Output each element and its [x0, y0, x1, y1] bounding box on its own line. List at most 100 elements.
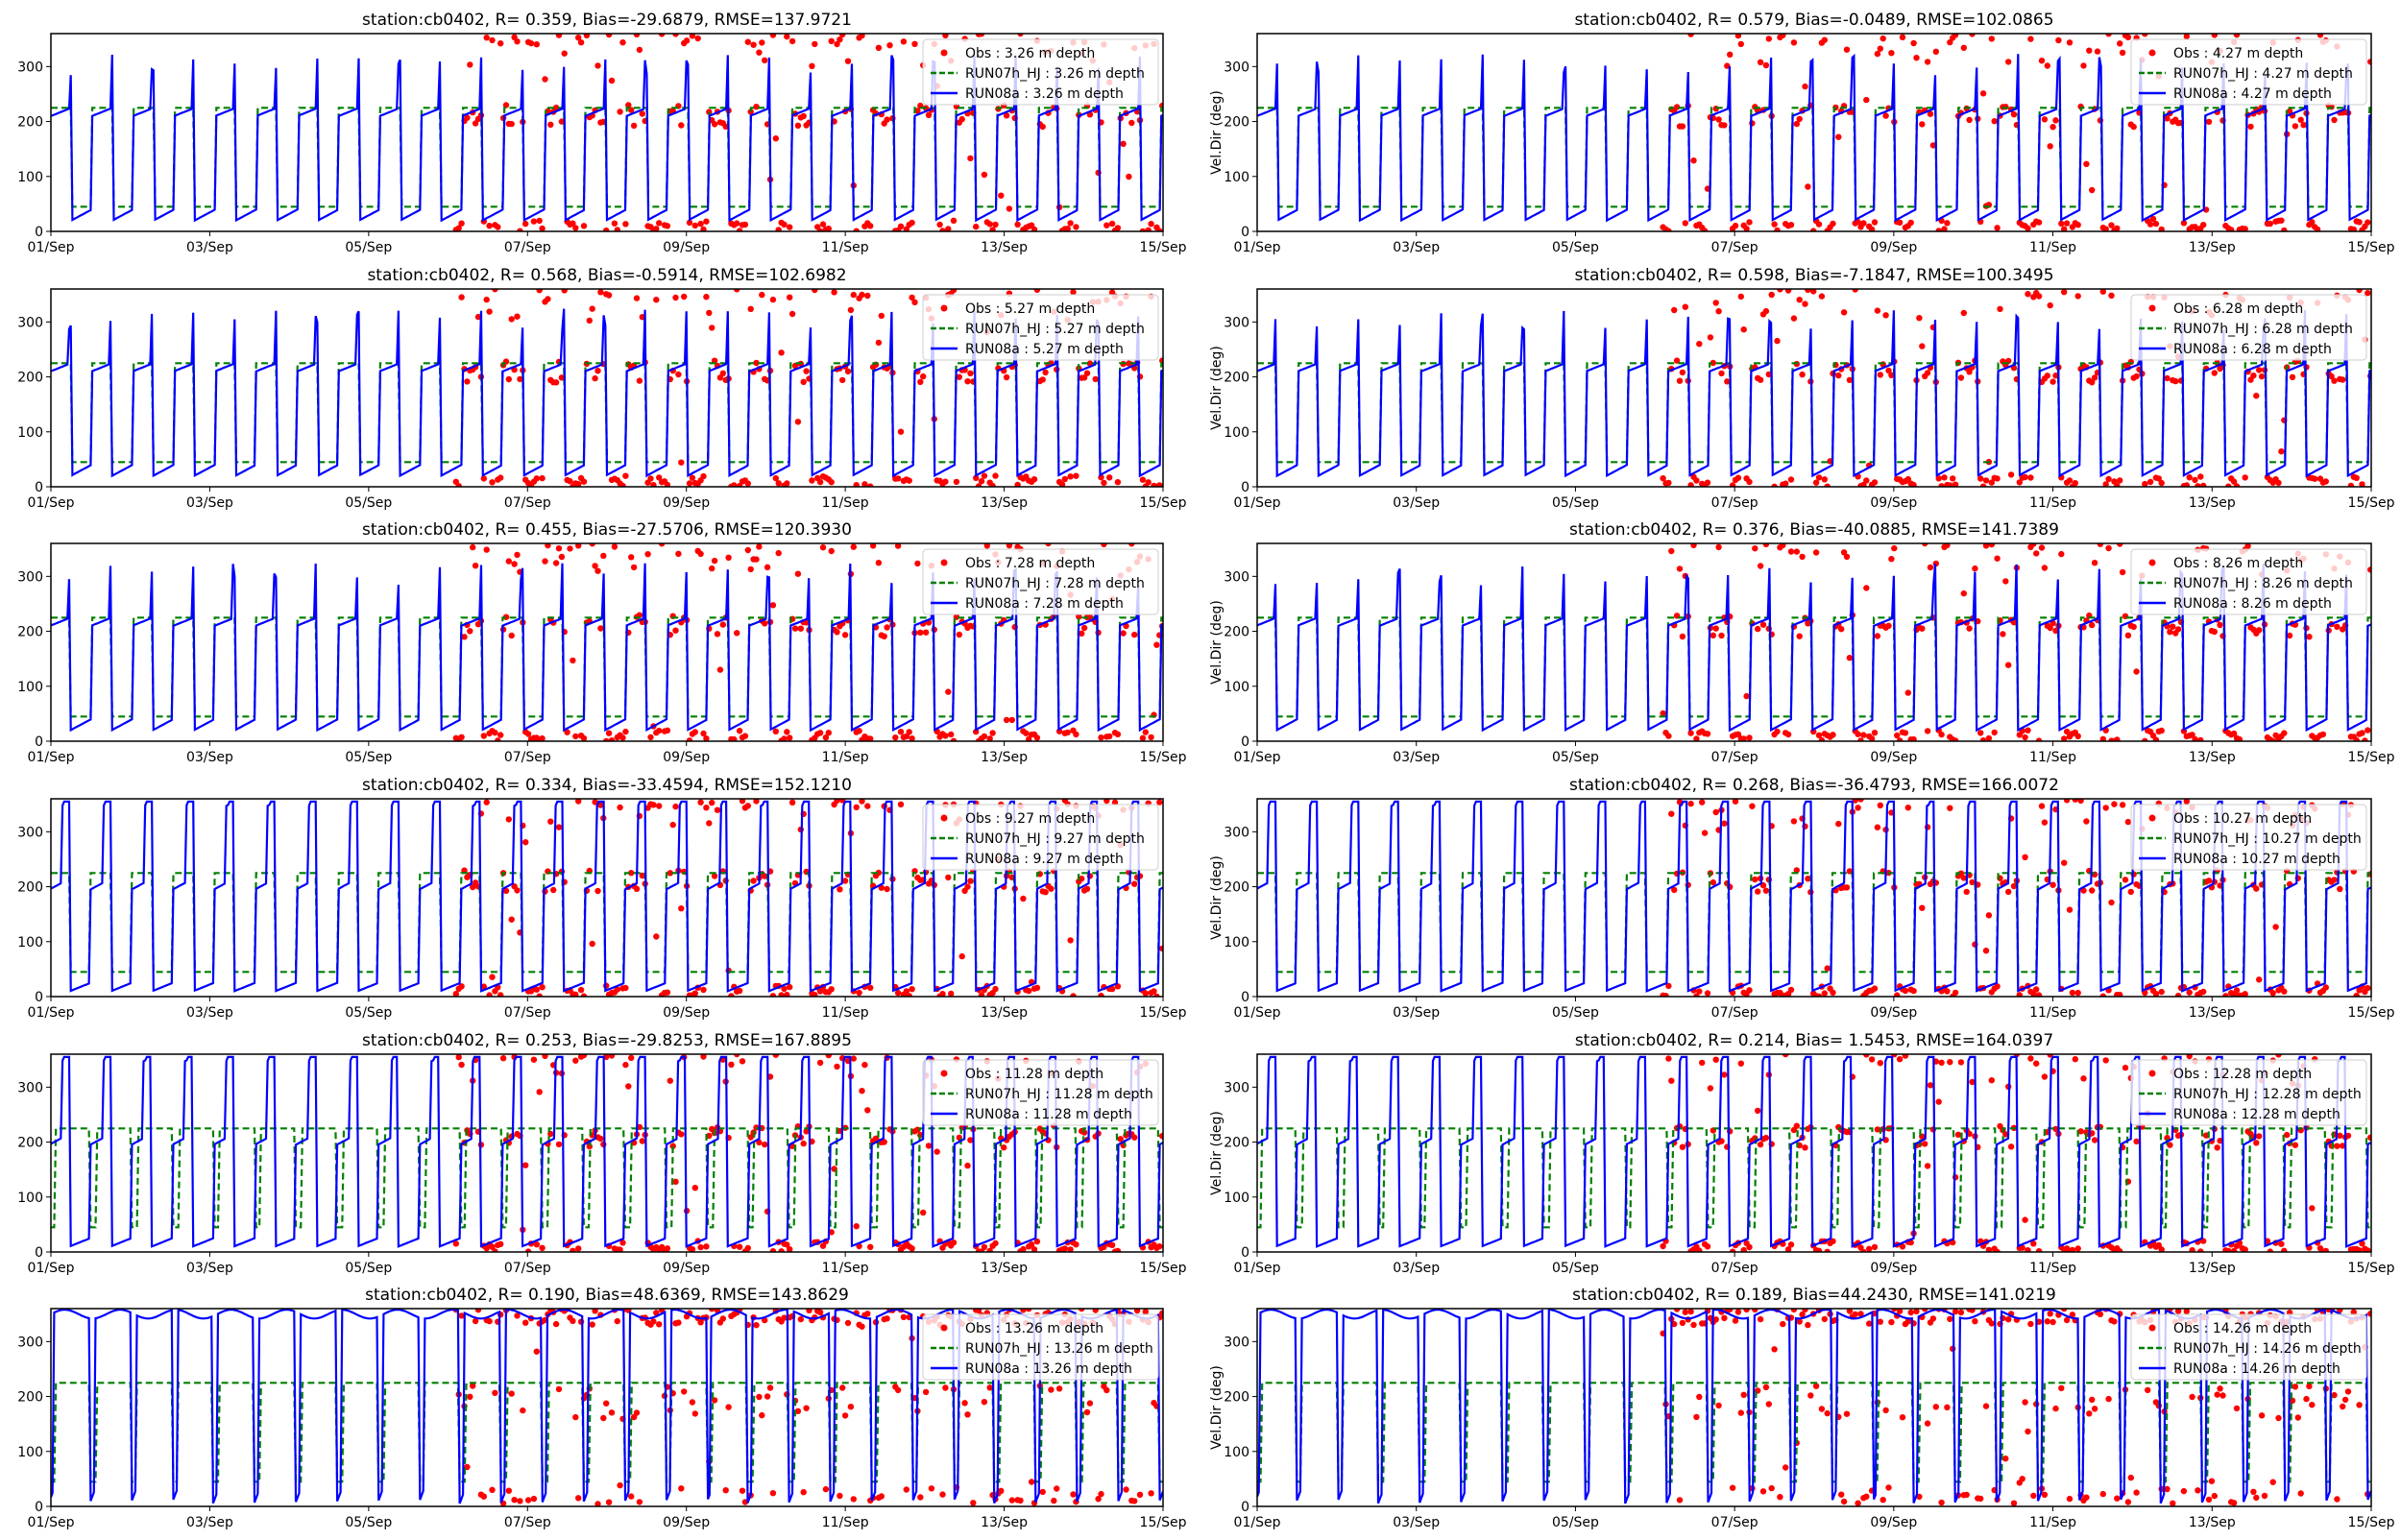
obs-point: [522, 839, 529, 846]
legend-entry: RUN07h_HJ : 8.26 m depth: [2173, 576, 2353, 591]
y-tick-label: 0: [35, 225, 43, 240]
obs-point: [492, 1248, 498, 1252]
obs-point: [1020, 1245, 1027, 1252]
obs-point: [981, 1399, 988, 1406]
obs-point: [881, 633, 887, 639]
x-tick-label: 11/Sep: [2029, 1261, 2076, 1276]
obs-point: [1944, 220, 1951, 227]
run08-line: [51, 1055, 1163, 1248]
obs-point: [608, 1054, 616, 1059]
obs-point: [2022, 1399, 2028, 1406]
obs-point: [572, 1057, 579, 1064]
subplot-title: station:cb0402, R= 0.359, Bias=-29.6879,…: [362, 11, 852, 30]
obs-point: [2091, 1137, 2098, 1143]
obs-point: [1120, 630, 1127, 637]
obs-point: [1957, 870, 1965, 877]
obs-point: [470, 1383, 476, 1389]
obs-point: [1894, 992, 1901, 997]
obs-point: [539, 1244, 546, 1252]
obs-point: [2133, 373, 2140, 380]
obs-point: [2005, 662, 2012, 668]
obs-point: [1947, 1059, 1953, 1066]
obs-point: [547, 1130, 554, 1138]
obs-point: [1891, 544, 1898, 552]
obs-point: [700, 472, 707, 480]
obs-point: [1746, 987, 1753, 994]
obs-point: [825, 1054, 832, 1059]
obs-point: [1033, 1238, 1041, 1245]
obs-point: [734, 289, 740, 293]
obs-point: [2149, 215, 2157, 223]
obs-point: [1026, 735, 1032, 741]
axes-frame: [50, 542, 1164, 742]
y-tick-label: 0: [1241, 225, 1249, 240]
obs-point: [784, 480, 790, 487]
obs-point: [1852, 799, 1858, 804]
obs-point: [1743, 226, 1750, 231]
obs-point: [580, 478, 588, 485]
obs-point: [2306, 1383, 2313, 1390]
x-tick-label: 09/Sep: [663, 240, 710, 255]
obs-point: [719, 370, 726, 376]
obs-point: [2083, 1494, 2090, 1501]
obs-point: [739, 1487, 746, 1494]
obs-point: [580, 993, 588, 997]
obs-point: [2334, 1496, 2340, 1503]
obs-point: [2077, 1128, 2084, 1135]
obs-point: [1106, 474, 1113, 481]
obs-point: [1960, 590, 1967, 597]
obs-point: [1815, 1247, 1823, 1252]
obs-point: [1805, 289, 1811, 294]
obs-point: [622, 728, 629, 735]
obs-point: [2010, 111, 2018, 118]
obs-point: [762, 1141, 768, 1148]
obs-point: [2005, 1316, 2012, 1323]
obs-point: [1838, 626, 1845, 633]
obs-point: [794, 419, 802, 425]
obs-point: [2047, 143, 2053, 150]
obs-point: [480, 983, 487, 990]
obs-point: [2275, 479, 2282, 487]
obs-point: [788, 37, 796, 45]
obs-point: [894, 989, 902, 997]
obs-point: [464, 378, 471, 385]
obs-point: [709, 325, 715, 331]
obs-point: [911, 299, 918, 305]
obs-point: [1802, 83, 1808, 90]
obs-point: [2189, 1393, 2195, 1401]
obs-point: [575, 481, 582, 487]
obs-point: [2367, 566, 2371, 573]
obs-point: [650, 1318, 657, 1325]
obs-point: [753, 799, 760, 805]
obs-point: [2030, 1492, 2037, 1500]
obs-point: [545, 543, 551, 549]
obs-point: [1153, 641, 1160, 648]
x-tick-label: 15/Sep: [2348, 1261, 2395, 1276]
x-tick-label: 05/Sep: [1552, 1261, 1599, 1276]
legend-obs-marker: [940, 1070, 948, 1077]
obs-point: [1957, 374, 1965, 381]
x-tick-label: 05/Sep: [345, 495, 392, 511]
obs-point: [1715, 543, 1722, 551]
obs-point: [2272, 924, 2279, 930]
obs-point: [856, 989, 862, 997]
obs-point: [1821, 1315, 1829, 1323]
obs-point: [2074, 989, 2081, 997]
obs-point: [1899, 1414, 1906, 1421]
run08-line: [51, 308, 1163, 478]
obs-point: [1092, 1309, 1099, 1313]
obs-point: [1671, 886, 1678, 894]
obs-point: [2122, 877, 2129, 883]
obs-point: [486, 992, 493, 997]
obs-point: [750, 41, 757, 48]
obs-point: [455, 1054, 462, 1061]
obs-point: [2230, 1500, 2238, 1506]
obs-point: [1076, 614, 1082, 620]
y-tick-label: 200: [17, 625, 43, 640]
obs-point: [703, 735, 710, 741]
y-tick-label: 0: [1241, 1245, 1249, 1261]
obs-point: [964, 1162, 971, 1169]
obs-point: [630, 122, 638, 130]
